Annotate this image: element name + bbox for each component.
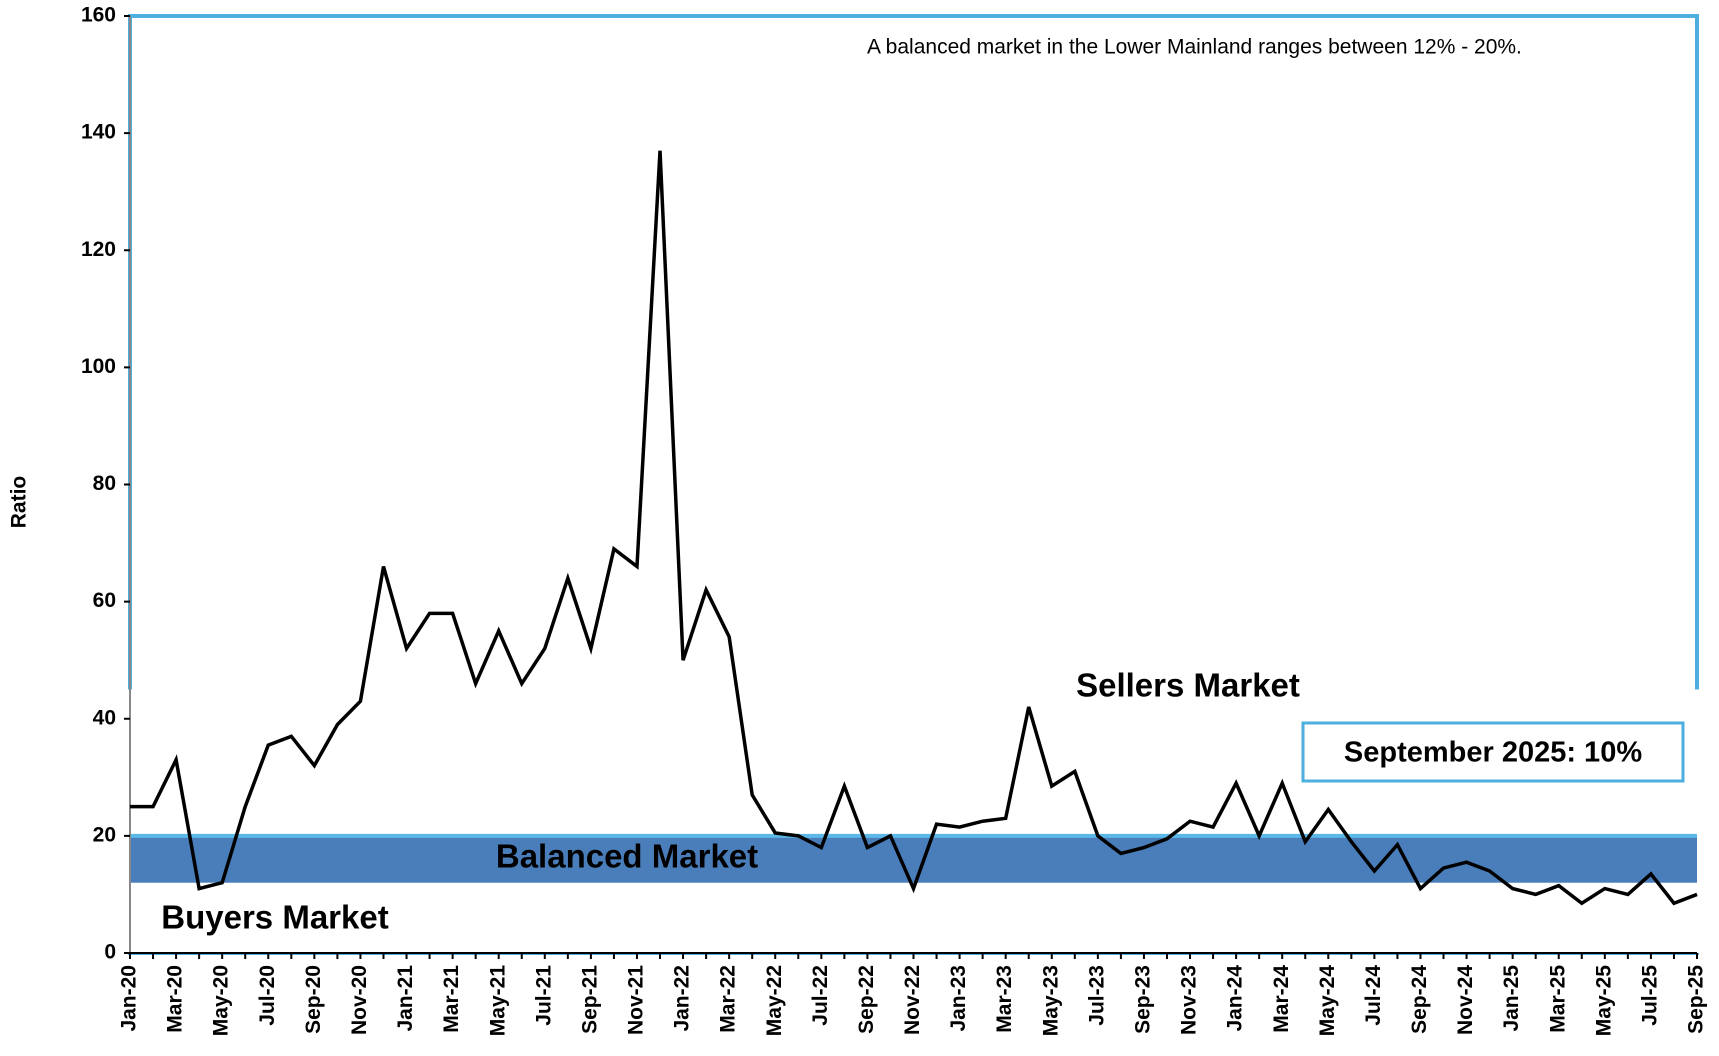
x-tick-label: Sep-24 [1408, 965, 1431, 1034]
x-tick-label: Nov-22 [901, 965, 924, 1035]
x-tick-label: Jan-25 [1500, 965, 1523, 1032]
x-tick-label: Jan-24 [1224, 965, 1247, 1032]
x-tick-label: Nov-20 [348, 965, 371, 1035]
y-tick-label: 60 [93, 589, 116, 612]
x-tick-label: Jan-23 [947, 965, 970, 1032]
zone-label: Balanced Market [496, 838, 758, 875]
x-tick-label: Sep-21 [578, 965, 601, 1034]
x-tick-label: Jul-25 [1638, 965, 1661, 1026]
callout-box [1301, 721, 1685, 783]
x-tick-label: Mar-20 [164, 965, 187, 1033]
x-tick-label: Mar-22 [717, 965, 740, 1033]
x-tick-label: Jul-22 [809, 965, 832, 1026]
data-line [130, 150, 1698, 906]
y-axis-label: Ratio [8, 476, 31, 529]
x-tick-label: Jan-21 [394, 965, 417, 1032]
x-tick-label: May-25 [1592, 965, 1615, 1037]
balanced-band [130, 835, 1697, 883]
callout: September 2025: 10% [1344, 737, 1642, 769]
x-tick-label: Sep-20 [302, 965, 325, 1034]
x-tick-label: May-20 [210, 965, 233, 1036]
x-tick-label: May-24 [1316, 965, 1339, 1037]
x-tick-label: Nov-21 [625, 965, 648, 1035]
x-tick-label: May-23 [1039, 965, 1062, 1036]
x-tick-label: Mar-23 [993, 965, 1016, 1033]
annotation: A balanced market in the Lower Mainland … [867, 36, 1522, 59]
zone-label: Sellers Market [1076, 667, 1300, 704]
zone-label: Buyers Market [161, 899, 388, 936]
x-tick-label: Mar-24 [1270, 965, 1293, 1033]
y-tick-label: 40 [93, 706, 116, 729]
y-tick-label: 100 [81, 355, 116, 378]
x-tick-label: Mar-25 [1546, 965, 1569, 1033]
x-tick-label: Jan-20 [118, 965, 141, 1032]
x-tick-label: Sep-23 [1131, 965, 1154, 1034]
x-tick-label: May-21 [486, 965, 509, 1037]
x-tick-label: Nov-24 [1454, 965, 1477, 1035]
y-tick-label: 0 [104, 941, 116, 964]
x-tick-label: Nov-23 [1178, 965, 1201, 1035]
x-tick-label: May-22 [763, 965, 786, 1036]
x-tick-label: Jan-22 [671, 965, 694, 1032]
x-tick-label: Jul-23 [1085, 965, 1108, 1026]
x-tick-label: Mar-21 [440, 965, 463, 1033]
x-tick-label: Jul-24 [1362, 965, 1385, 1026]
x-tick-label: Sep-22 [855, 965, 878, 1034]
y-tick-label: 20 [93, 823, 116, 846]
x-tick-label: Sep-25 [1685, 965, 1708, 1034]
y-tick-label: 80 [93, 472, 116, 495]
x-tick-label: Jul-21 [532, 965, 555, 1026]
x-tick-label: Jul-20 [256, 965, 279, 1026]
y-tick-label: 120 [81, 238, 116, 261]
y-tick-label: 140 [81, 121, 116, 144]
y-tick-label: 160 [81, 4, 116, 27]
